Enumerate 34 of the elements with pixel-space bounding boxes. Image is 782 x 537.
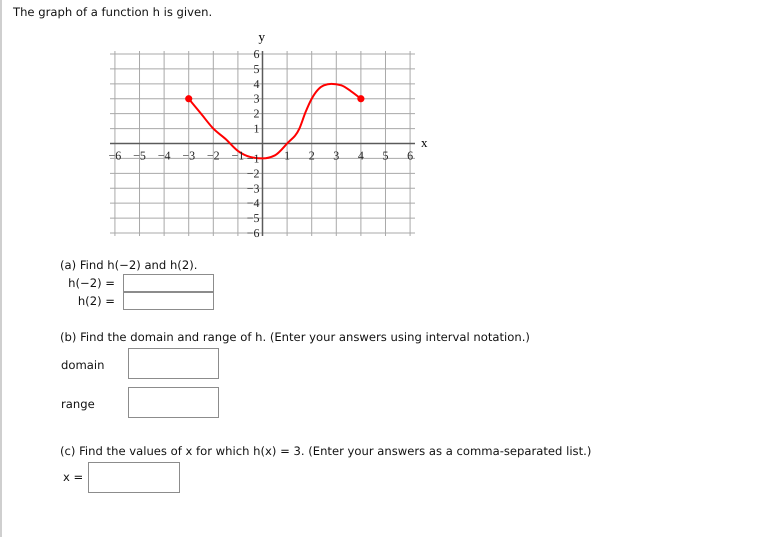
y-tick-label: −4 (246, 196, 260, 210)
x-tick-label: −1 (232, 148, 244, 162)
x-tick-label: 2 (308, 148, 315, 162)
text: (b) Find the domain and range of h. (Enter your answers using interval notation.) (60, 329, 530, 345)
text: (a) Find h(−2) and h(2). (60, 257, 198, 273)
x-tick-label: −2 (206, 148, 220, 162)
text: (c) Find the values of x for which h(x) = 3. (Enter your answers as a comma-separated list.) (60, 443, 592, 459)
x-tick-label: 3 (333, 148, 340, 162)
x-tick-label: 6 (407, 148, 414, 162)
y-axis-title: y (258, 29, 265, 45)
x-tick-label: −6 (108, 148, 122, 162)
x-tick-label: 1 (284, 148, 290, 162)
y-tick-label: 1 (254, 122, 260, 136)
text: x = (63, 469, 84, 485)
y-tick-label: −5 (246, 211, 260, 226)
y-tick-label: 3 (254, 92, 260, 106)
x-axis-title: x (421, 134, 428, 150)
y-tick-label: 5 (254, 62, 260, 76)
x-tick-label: −4 (158, 148, 171, 162)
y-tick-label: −3 (246, 181, 260, 196)
y-tick-label: 2 (254, 106, 260, 121)
x-tick-label: 4 (358, 148, 364, 162)
text: domain (61, 357, 104, 373)
text: range (61, 396, 95, 412)
y-tick-label: 4 (254, 76, 260, 91)
chart-title: The graph of a function h is given. (13, 4, 212, 20)
y-tick-label: 6 (254, 46, 260, 61)
y-tick-label: −6 (246, 226, 260, 240)
text: h(2) = (78, 293, 115, 309)
y-tick-label: −2 (246, 166, 260, 180)
text: h(−2) = (68, 275, 115, 291)
x-tick-label: −3 (182, 148, 196, 162)
x-tick-label: 5 (382, 148, 388, 162)
x-tick-label: −5 (133, 148, 146, 162)
